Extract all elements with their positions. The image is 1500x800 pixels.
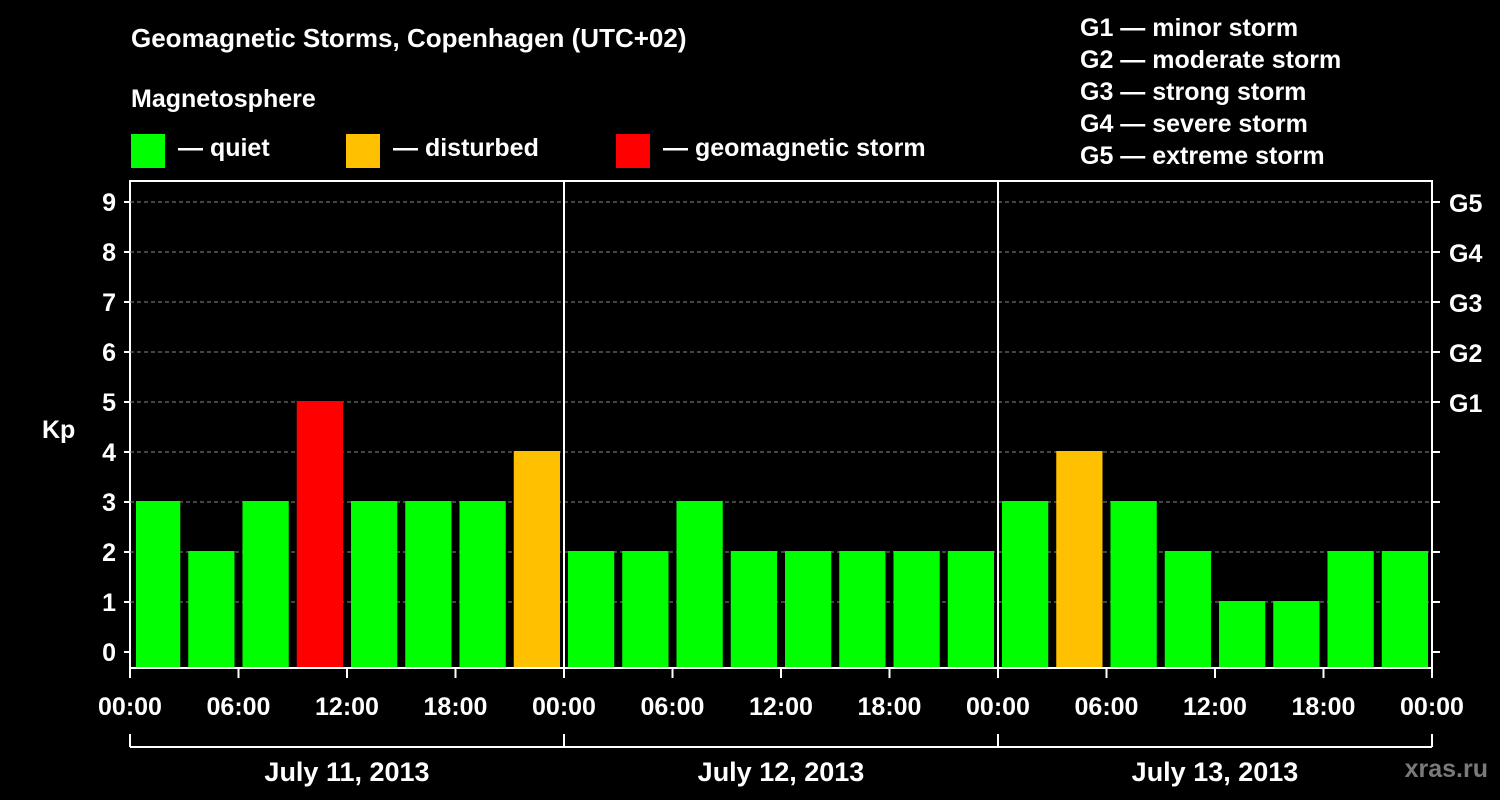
kp-bar bbox=[459, 501, 506, 667]
kp-bar bbox=[405, 501, 452, 667]
x-tick-label: 00:00 bbox=[532, 693, 596, 721]
kp-bar bbox=[1002, 501, 1049, 667]
legend-label-quiet: — quiet bbox=[178, 134, 270, 162]
kp-bar bbox=[568, 551, 615, 667]
y-tick-label: 8 bbox=[102, 239, 116, 267]
legend-swatch-storm bbox=[616, 134, 650, 168]
y-tick-label: 2 bbox=[102, 539, 116, 567]
kp-bar bbox=[1110, 501, 1157, 667]
kp-bar bbox=[1381, 551, 1428, 667]
storm-level-label: G3 bbox=[1449, 290, 1482, 318]
y-tick-label: 5 bbox=[102, 389, 116, 417]
kp-bar bbox=[1164, 551, 1211, 667]
kp-bar bbox=[622, 551, 669, 667]
storm-scale-g2: G2 — moderate storm bbox=[1080, 46, 1342, 74]
x-tick-label: 12:00 bbox=[749, 693, 813, 721]
kp-bar bbox=[296, 401, 343, 667]
kp-bar bbox=[893, 551, 940, 667]
day-label: July 11, 2013 bbox=[264, 757, 429, 787]
storm-level-label: G4 bbox=[1449, 240, 1482, 268]
legend-label-disturbed: — disturbed bbox=[393, 134, 539, 162]
kp-bar bbox=[947, 551, 994, 667]
storm-scale-g3: G3 — strong storm bbox=[1080, 78, 1307, 106]
storm-level-label: G5 bbox=[1449, 190, 1482, 218]
storm-scale-g1: G1 — minor storm bbox=[1080, 14, 1299, 42]
x-tick-label: 00:00 bbox=[98, 693, 162, 721]
kp-bar bbox=[839, 551, 886, 667]
legend-label-storm: — geomagnetic storm bbox=[663, 134, 926, 162]
x-tick-label: 06:00 bbox=[207, 693, 271, 721]
kp-bar bbox=[513, 451, 560, 667]
kp-bar bbox=[242, 501, 289, 667]
kp-bar bbox=[1273, 601, 1320, 667]
kp-bar bbox=[785, 551, 832, 667]
x-tick-label: 06:00 bbox=[641, 693, 705, 721]
y-tick-label: 7 bbox=[102, 289, 116, 317]
y-tick-label: 3 bbox=[102, 489, 116, 517]
x-tick-label: 12:00 bbox=[1183, 693, 1247, 721]
kp-bar bbox=[730, 551, 777, 667]
x-tick-label: 06:00 bbox=[1075, 693, 1139, 721]
kp-bar bbox=[188, 551, 235, 667]
legend-swatch-disturbed bbox=[346, 134, 380, 168]
kp-bar bbox=[136, 501, 181, 667]
y-tick-label: 9 bbox=[102, 189, 116, 217]
x-tick-label: 18:00 bbox=[1292, 693, 1356, 721]
storm-level-label: G1 bbox=[1449, 390, 1482, 418]
y-tick-label: 6 bbox=[102, 339, 116, 367]
storm-scale-g5: G5 — extreme storm bbox=[1080, 142, 1325, 170]
kp-bar bbox=[351, 501, 398, 667]
storm-scale-g4: G4 — severe storm bbox=[1080, 110, 1308, 138]
watermark: xras.ru bbox=[1404, 755, 1488, 783]
day-label: July 13, 2013 bbox=[1132, 757, 1299, 787]
x-tick-label: 00:00 bbox=[1400, 693, 1464, 721]
kp-bar bbox=[1219, 601, 1266, 667]
y-tick-label: 0 bbox=[102, 639, 116, 667]
y-axis-label: Kp bbox=[42, 416, 75, 444]
chart-title: Geomagnetic Storms, Copenhagen (UTC+02) bbox=[131, 23, 687, 53]
legend-title: Magnetosphere bbox=[131, 85, 316, 113]
y-tick-label: 4 bbox=[102, 439, 116, 467]
x-tick-label: 18:00 bbox=[858, 693, 922, 721]
storm-level-label: G2 bbox=[1449, 340, 1482, 368]
x-tick-label: 18:00 bbox=[424, 693, 488, 721]
kp-bar bbox=[676, 501, 723, 667]
y-tick-label: 1 bbox=[102, 589, 116, 617]
day-label: July 12, 2013 bbox=[698, 757, 865, 787]
kp-bar bbox=[1056, 451, 1103, 667]
legend-swatch-quiet bbox=[131, 134, 165, 168]
kp-bar bbox=[1327, 551, 1374, 667]
x-tick-label: 00:00 bbox=[966, 693, 1030, 721]
x-tick-label: 12:00 bbox=[315, 693, 379, 721]
